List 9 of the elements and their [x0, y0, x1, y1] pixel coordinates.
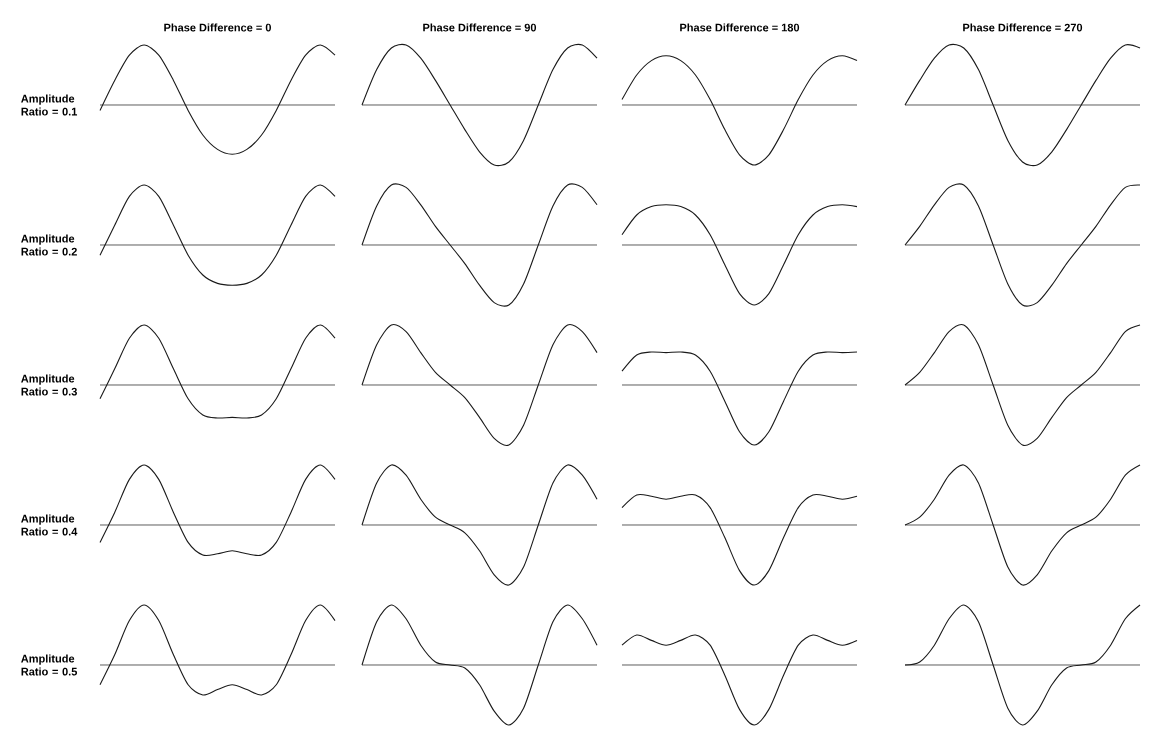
y-axis-title: Amplitude Ratio = 0.4	[21, 514, 78, 536]
chart-title: Phase Difference = 90	[423, 23, 537, 32]
y-axis-title: Amplitude Ratio = 0.3	[21, 374, 77, 396]
chart-title: Phase Difference = 270	[963, 23, 1083, 32]
y-axis-title: Amplitude Ratio = 0.2	[21, 234, 77, 256]
chart-title: Phase Difference = 0	[164, 23, 271, 32]
y-axis-title: Amplitude Ratio = 0.5	[21, 654, 78, 676]
chart-title: Phase Difference = 180	[680, 23, 800, 32]
y-axis-title: Amplitude Ratio = 0.1	[21, 94, 78, 116]
